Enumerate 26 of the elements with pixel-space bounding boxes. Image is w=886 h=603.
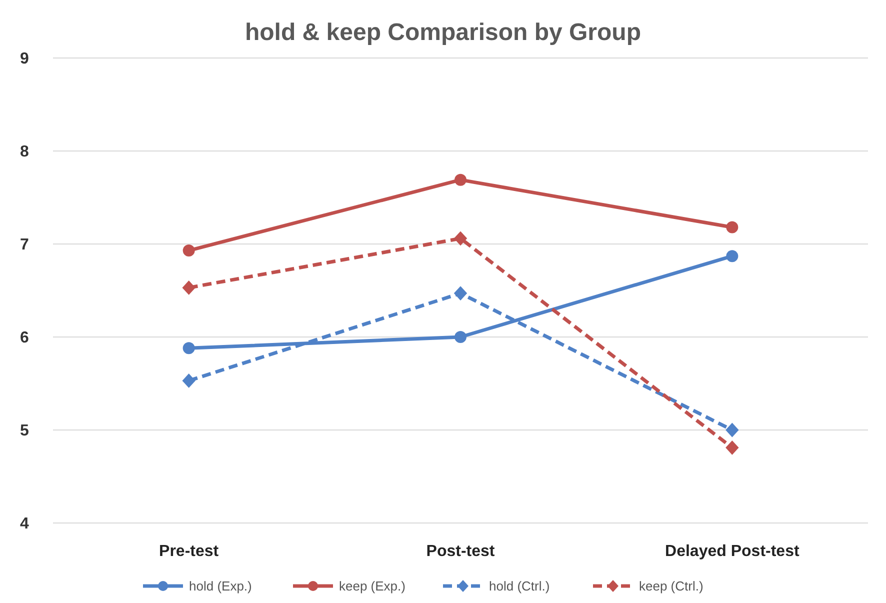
y-tick-label: 5 — [20, 422, 29, 440]
point — [182, 374, 196, 388]
point — [182, 280, 196, 295]
y-tick-label: 4 — [20, 516, 29, 533]
x-tick-label: Post-test — [426, 543, 496, 560]
chart-title: hold & keep Comparison by Group — [244, 19, 642, 46]
point — [726, 250, 738, 262]
legend-label: hold (Exp.) — [189, 578, 252, 594]
x-tick-label: Delayed Post-test — [665, 543, 800, 560]
point — [182, 342, 195, 354]
y-tick-label: 7 — [20, 236, 29, 254]
point — [454, 231, 468, 246]
point — [454, 286, 468, 300]
point — [726, 221, 738, 234]
legend-label: keep (Ctrl.) — [639, 578, 704, 594]
point — [454, 174, 466, 186]
x-tick-label: Pre-test — [159, 543, 220, 560]
point — [454, 331, 466, 343]
legend-label: keep (Exp.) — [339, 578, 406, 594]
y-tick-label: 6 — [20, 330, 29, 347]
point — [726, 440, 739, 455]
point — [726, 422, 739, 438]
legend-label: hold (Ctrl.) — [489, 578, 550, 594]
point — [182, 244, 195, 257]
y-tick-label: 8 — [20, 144, 29, 161]
y-tick-label: 9 — [20, 50, 29, 68]
